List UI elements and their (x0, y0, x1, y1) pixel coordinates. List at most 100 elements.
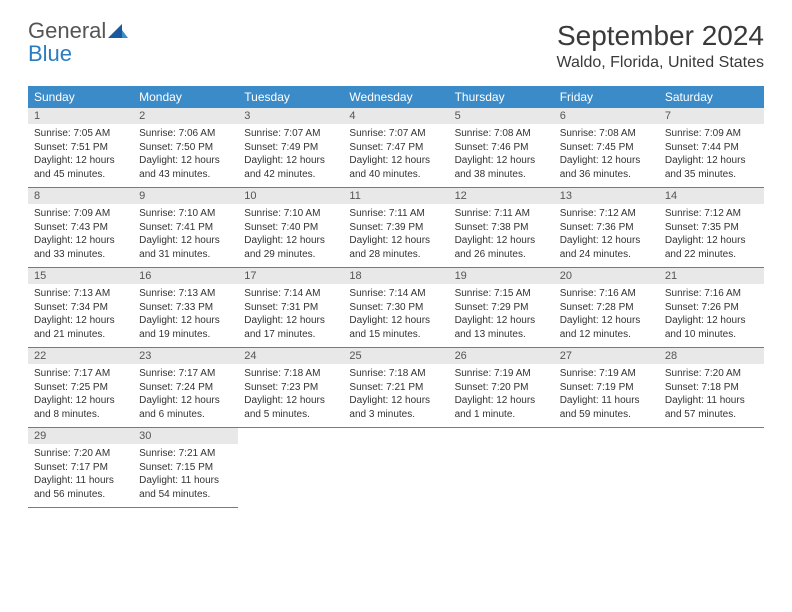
sunset-text: Sunset: 7:24 PM (139, 381, 232, 395)
sunrise-text: Sunrise: 7:10 AM (244, 207, 337, 221)
daylight-text: Daylight: 12 hours and 35 minutes. (665, 154, 758, 181)
sunset-text: Sunset: 7:49 PM (244, 141, 337, 155)
sunrise-text: Sunrise: 7:19 AM (560, 367, 653, 381)
day-cell (238, 428, 343, 508)
daylight-text: Daylight: 11 hours and 59 minutes. (560, 394, 653, 421)
day-body: Sunrise: 7:18 AMSunset: 7:23 PMDaylight:… (238, 364, 343, 427)
day-body: Sunrise: 7:10 AMSunset: 7:41 PMDaylight:… (133, 204, 238, 267)
day-number: 6 (554, 108, 659, 124)
day-cell: 17Sunrise: 7:14 AMSunset: 7:31 PMDayligh… (238, 268, 343, 348)
sunset-text: Sunset: 7:31 PM (244, 301, 337, 315)
day-body: Sunrise: 7:07 AMSunset: 7:47 PMDaylight:… (343, 124, 448, 187)
day-number: 13 (554, 188, 659, 204)
day-number: 28 (659, 348, 764, 364)
sunset-text: Sunset: 7:33 PM (139, 301, 232, 315)
daylight-text: Daylight: 11 hours and 57 minutes. (665, 394, 758, 421)
day-cell: 2Sunrise: 7:06 AMSunset: 7:50 PMDaylight… (133, 108, 238, 188)
sunrise-text: Sunrise: 7:16 AM (560, 287, 653, 301)
day-body: Sunrise: 7:09 AMSunset: 7:44 PMDaylight:… (659, 124, 764, 187)
sunset-text: Sunset: 7:44 PM (665, 141, 758, 155)
day-cell: 10Sunrise: 7:10 AMSunset: 7:40 PMDayligh… (238, 188, 343, 268)
day-number: 12 (449, 188, 554, 204)
calendar-row: 1Sunrise: 7:05 AMSunset: 7:51 PMDaylight… (28, 108, 764, 188)
sunset-text: Sunset: 7:19 PM (560, 381, 653, 395)
daylight-text: Daylight: 12 hours and 17 minutes. (244, 314, 337, 341)
weekday-header: Tuesday (238, 86, 343, 108)
sunset-text: Sunset: 7:20 PM (455, 381, 548, 395)
day-cell: 18Sunrise: 7:14 AMSunset: 7:30 PMDayligh… (343, 268, 448, 348)
daylight-text: Daylight: 12 hours and 12 minutes. (560, 314, 653, 341)
day-cell: 12Sunrise: 7:11 AMSunset: 7:38 PMDayligh… (449, 188, 554, 268)
day-cell: 27Sunrise: 7:19 AMSunset: 7:19 PMDayligh… (554, 348, 659, 428)
day-body: Sunrise: 7:19 AMSunset: 7:20 PMDaylight:… (449, 364, 554, 427)
day-cell: 29Sunrise: 7:20 AMSunset: 7:17 PMDayligh… (28, 428, 133, 508)
location: Waldo, Florida, United States (557, 54, 765, 72)
sunrise-text: Sunrise: 7:08 AM (455, 127, 548, 141)
day-body: Sunrise: 7:21 AMSunset: 7:15 PMDaylight:… (133, 444, 238, 507)
sunrise-text: Sunrise: 7:07 AM (349, 127, 442, 141)
day-body: Sunrise: 7:17 AMSunset: 7:24 PMDaylight:… (133, 364, 238, 427)
sunrise-text: Sunrise: 7:09 AM (34, 207, 127, 221)
daylight-text: Daylight: 12 hours and 33 minutes. (34, 234, 127, 261)
sunset-text: Sunset: 7:45 PM (560, 141, 653, 155)
sunset-text: Sunset: 7:29 PM (455, 301, 548, 315)
sunrise-text: Sunrise: 7:12 AM (560, 207, 653, 221)
sunrise-text: Sunrise: 7:10 AM (139, 207, 232, 221)
day-cell: 7Sunrise: 7:09 AMSunset: 7:44 PMDaylight… (659, 108, 764, 188)
day-body: Sunrise: 7:05 AMSunset: 7:51 PMDaylight:… (28, 124, 133, 187)
sunrise-text: Sunrise: 7:21 AM (139, 447, 232, 461)
day-number: 22 (28, 348, 133, 364)
sunrise-text: Sunrise: 7:18 AM (244, 367, 337, 381)
day-body: Sunrise: 7:20 AMSunset: 7:18 PMDaylight:… (659, 364, 764, 427)
daylight-text: Daylight: 12 hours and 45 minutes. (34, 154, 127, 181)
daylight-text: Daylight: 12 hours and 24 minutes. (560, 234, 653, 261)
day-number: 21 (659, 268, 764, 284)
sunrise-text: Sunrise: 7:06 AM (139, 127, 232, 141)
weekday-header: Monday (133, 86, 238, 108)
day-cell: 19Sunrise: 7:15 AMSunset: 7:29 PMDayligh… (449, 268, 554, 348)
day-body: Sunrise: 7:12 AMSunset: 7:35 PMDaylight:… (659, 204, 764, 267)
daylight-text: Daylight: 12 hours and 22 minutes. (665, 234, 758, 261)
day-number: 5 (449, 108, 554, 124)
sunset-text: Sunset: 7:34 PM (34, 301, 127, 315)
sunrise-text: Sunrise: 7:05 AM (34, 127, 127, 141)
logo-triangle-icon (108, 24, 128, 43)
day-body: Sunrise: 7:17 AMSunset: 7:25 PMDaylight:… (28, 364, 133, 427)
day-body: Sunrise: 7:18 AMSunset: 7:21 PMDaylight:… (343, 364, 448, 427)
logo: General Blue (28, 20, 128, 66)
day-body: Sunrise: 7:14 AMSunset: 7:30 PMDaylight:… (343, 284, 448, 347)
sunrise-text: Sunrise: 7:11 AM (349, 207, 442, 221)
day-cell: 1Sunrise: 7:05 AMSunset: 7:51 PMDaylight… (28, 108, 133, 188)
daylight-text: Daylight: 12 hours and 36 minutes. (560, 154, 653, 181)
day-body: Sunrise: 7:16 AMSunset: 7:26 PMDaylight:… (659, 284, 764, 347)
daylight-text: Daylight: 12 hours and 28 minutes. (349, 234, 442, 261)
sunrise-text: Sunrise: 7:12 AM (665, 207, 758, 221)
header: General Blue September 2024 Waldo, Flori… (28, 20, 764, 72)
day-cell: 6Sunrise: 7:08 AMSunset: 7:45 PMDaylight… (554, 108, 659, 188)
day-number: 17 (238, 268, 343, 284)
daylight-text: Daylight: 12 hours and 19 minutes. (139, 314, 232, 341)
day-body: Sunrise: 7:08 AMSunset: 7:45 PMDaylight:… (554, 124, 659, 187)
sunset-text: Sunset: 7:41 PM (139, 221, 232, 235)
daylight-text: Daylight: 12 hours and 1 minute. (455, 394, 548, 421)
sunset-text: Sunset: 7:26 PM (665, 301, 758, 315)
sunset-text: Sunset: 7:51 PM (34, 141, 127, 155)
day-number: 25 (343, 348, 448, 364)
day-number: 8 (28, 188, 133, 204)
daylight-text: Daylight: 11 hours and 54 minutes. (139, 474, 232, 501)
day-body: Sunrise: 7:12 AMSunset: 7:36 PMDaylight:… (554, 204, 659, 267)
day-body: Sunrise: 7:15 AMSunset: 7:29 PMDaylight:… (449, 284, 554, 347)
day-number: 29 (28, 428, 133, 444)
sunset-text: Sunset: 7:36 PM (560, 221, 653, 235)
sunrise-text: Sunrise: 7:18 AM (349, 367, 442, 381)
day-number: 24 (238, 348, 343, 364)
day-body: Sunrise: 7:16 AMSunset: 7:28 PMDaylight:… (554, 284, 659, 347)
day-body: Sunrise: 7:11 AMSunset: 7:39 PMDaylight:… (343, 204, 448, 267)
day-cell: 30Sunrise: 7:21 AMSunset: 7:15 PMDayligh… (133, 428, 238, 508)
day-number: 4 (343, 108, 448, 124)
sunset-text: Sunset: 7:39 PM (349, 221, 442, 235)
daylight-text: Daylight: 12 hours and 38 minutes. (455, 154, 548, 181)
day-cell (554, 428, 659, 508)
day-number: 2 (133, 108, 238, 124)
day-number: 26 (449, 348, 554, 364)
